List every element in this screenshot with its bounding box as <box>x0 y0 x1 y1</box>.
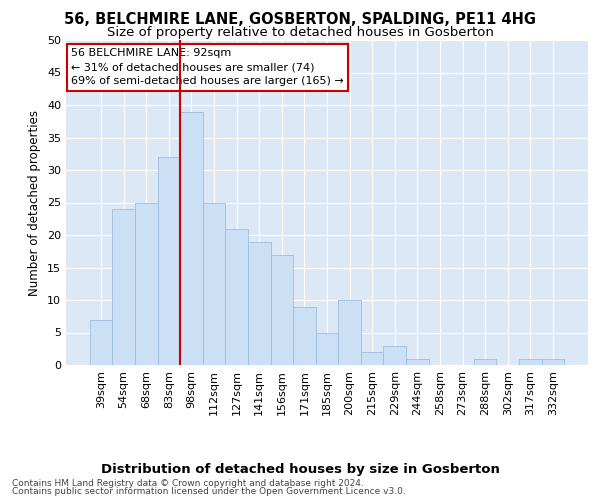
Bar <box>271 254 293 365</box>
Bar <box>519 358 542 365</box>
Bar <box>203 202 226 365</box>
Bar <box>112 209 135 365</box>
Text: 56 BELCHMIRE LANE: 92sqm
← 31% of detached houses are smaller (74)
69% of semi-d: 56 BELCHMIRE LANE: 92sqm ← 31% of detach… <box>71 48 344 86</box>
Bar <box>90 320 112 365</box>
Bar <box>338 300 361 365</box>
Bar <box>316 332 338 365</box>
Bar <box>383 346 406 365</box>
Bar <box>158 157 180 365</box>
Text: Contains public sector information licensed under the Open Government Licence v3: Contains public sector information licen… <box>12 487 406 496</box>
Text: Contains HM Land Registry data © Crown copyright and database right 2024.: Contains HM Land Registry data © Crown c… <box>12 478 364 488</box>
Text: Size of property relative to detached houses in Gosberton: Size of property relative to detached ho… <box>107 26 493 39</box>
Bar <box>542 358 564 365</box>
Text: 56, BELCHMIRE LANE, GOSBERTON, SPALDING, PE11 4HG: 56, BELCHMIRE LANE, GOSBERTON, SPALDING,… <box>64 12 536 28</box>
Bar <box>248 242 271 365</box>
Bar <box>180 112 203 365</box>
Y-axis label: Number of detached properties: Number of detached properties <box>28 110 41 296</box>
Bar <box>135 202 158 365</box>
Bar <box>226 228 248 365</box>
Bar <box>406 358 428 365</box>
Bar <box>293 306 316 365</box>
Text: Distribution of detached houses by size in Gosberton: Distribution of detached houses by size … <box>101 462 499 475</box>
Bar <box>361 352 383 365</box>
Bar <box>474 358 496 365</box>
